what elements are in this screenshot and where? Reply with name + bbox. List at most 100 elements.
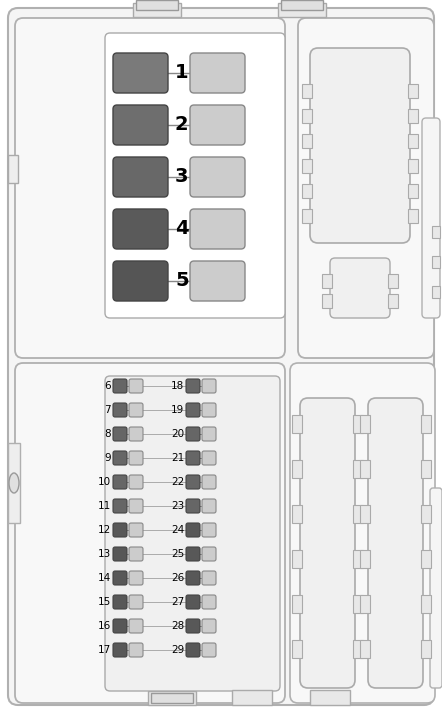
Text: 6: 6 [104,381,111,391]
Bar [322,294,332,308]
FancyBboxPatch shape [202,427,216,441]
Text: 23: 23 [171,501,184,511]
Text: 29: 29 [171,645,184,655]
Bar [432,256,440,268]
FancyBboxPatch shape [298,18,434,358]
FancyBboxPatch shape [129,451,143,465]
FancyBboxPatch shape [129,427,143,441]
Text: 24: 24 [171,525,184,535]
Text: 20: 20 [171,429,184,439]
Bar [292,595,302,613]
FancyBboxPatch shape [186,619,200,633]
FancyBboxPatch shape [186,547,200,561]
FancyBboxPatch shape [368,398,423,688]
Bar [408,109,418,123]
FancyBboxPatch shape [129,523,143,537]
FancyBboxPatch shape [430,488,442,688]
FancyBboxPatch shape [129,643,143,657]
FancyBboxPatch shape [186,595,200,609]
FancyBboxPatch shape [113,53,168,93]
FancyBboxPatch shape [129,475,143,489]
Bar [281,0,323,10]
Bar [360,595,370,613]
Bar [353,595,363,613]
FancyBboxPatch shape [113,523,127,537]
Bar [432,226,440,238]
FancyBboxPatch shape [15,363,285,703]
Bar [302,109,312,123]
FancyBboxPatch shape [15,18,285,358]
Bar [360,460,370,478]
Text: 13: 13 [98,549,111,559]
FancyBboxPatch shape [113,379,127,393]
Bar [302,209,312,223]
FancyBboxPatch shape [113,427,127,441]
Bar [408,84,418,98]
FancyBboxPatch shape [202,643,216,657]
Text: 18: 18 [171,381,184,391]
FancyBboxPatch shape [186,475,200,489]
Bar [302,84,312,98]
Bar [292,640,302,658]
FancyBboxPatch shape [113,157,168,197]
FancyBboxPatch shape [186,571,200,585]
Bar [151,693,193,703]
Bar [408,159,418,173]
FancyBboxPatch shape [113,643,127,657]
FancyBboxPatch shape [129,547,143,561]
Text: 22: 22 [171,477,184,487]
FancyBboxPatch shape [190,105,245,145]
Text: 5: 5 [175,272,189,290]
Bar [421,595,431,613]
FancyBboxPatch shape [186,451,200,465]
FancyBboxPatch shape [422,118,440,318]
FancyBboxPatch shape [290,363,435,703]
Bar [302,134,312,148]
FancyBboxPatch shape [129,403,143,417]
Text: 11: 11 [98,501,111,511]
FancyBboxPatch shape [113,451,127,465]
FancyBboxPatch shape [300,398,355,688]
Text: 10: 10 [98,477,111,487]
Text: 9: 9 [104,453,111,463]
FancyBboxPatch shape [113,619,127,633]
Bar [353,415,363,433]
Text: 19: 19 [171,405,184,415]
Ellipse shape [9,473,19,493]
FancyBboxPatch shape [190,261,245,301]
Text: 8: 8 [104,429,111,439]
FancyBboxPatch shape [186,643,200,657]
Text: 28: 28 [171,621,184,631]
Text: 14: 14 [98,573,111,583]
Bar [353,505,363,523]
Bar [408,184,418,198]
FancyBboxPatch shape [113,571,127,585]
FancyBboxPatch shape [310,48,410,243]
Bar [292,460,302,478]
FancyBboxPatch shape [113,547,127,561]
FancyBboxPatch shape [202,595,216,609]
FancyBboxPatch shape [202,475,216,489]
Bar [421,415,431,433]
Text: 4: 4 [175,220,189,239]
FancyBboxPatch shape [186,379,200,393]
FancyBboxPatch shape [105,376,280,691]
Bar [421,460,431,478]
FancyBboxPatch shape [202,379,216,393]
Bar [322,274,332,288]
Bar [8,155,18,183]
FancyBboxPatch shape [202,451,216,465]
Bar [292,505,302,523]
FancyBboxPatch shape [202,547,216,561]
Text: 3: 3 [175,168,188,187]
FancyBboxPatch shape [202,571,216,585]
Text: 26: 26 [171,573,184,583]
Text: 15: 15 [98,597,111,607]
Bar [360,415,370,433]
FancyBboxPatch shape [129,499,143,513]
Bar [360,505,370,523]
Bar [421,640,431,658]
Bar [388,294,398,308]
FancyBboxPatch shape [113,261,168,301]
FancyBboxPatch shape [186,427,200,441]
